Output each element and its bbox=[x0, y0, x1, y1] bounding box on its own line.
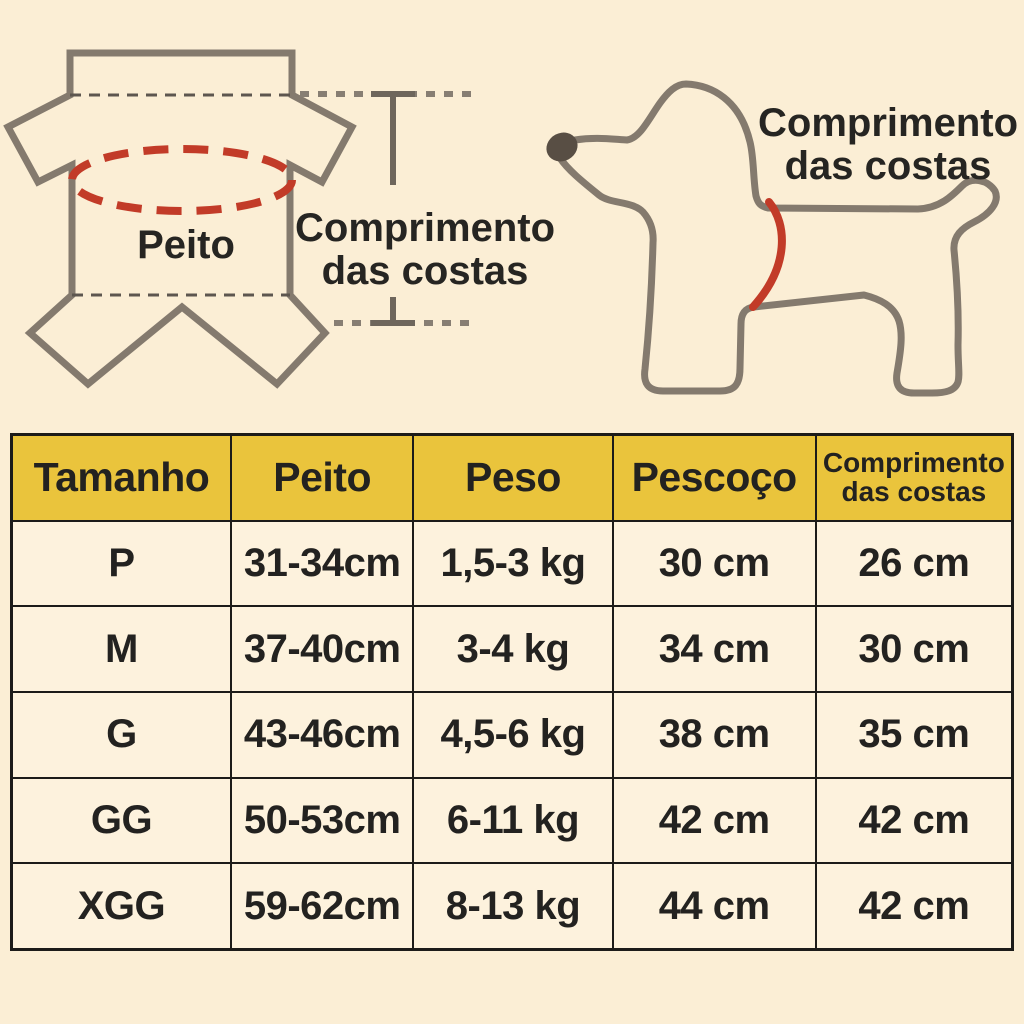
row-gg-weight: 6-11 kg bbox=[414, 778, 612, 863]
dog-chest-measure-line bbox=[749, 198, 786, 311]
measurement-diagrams: Peito Comprimento das costas Comprimento… bbox=[3, 49, 1018, 397]
row-xgg-neck: 44 cm bbox=[613, 864, 815, 948]
row-gg-neck: 42 cm bbox=[613, 778, 815, 863]
dog-outline-icon bbox=[556, 80, 1000, 397]
dog-diagram: Comprimento das costas bbox=[546, 80, 1018, 397]
row-p-weight: 1,5-3 kg bbox=[414, 521, 612, 606]
garment-diagram: Peito Comprimento das costas bbox=[3, 49, 555, 389]
row-gg-chest: 50-53cm bbox=[231, 778, 413, 863]
back-length-label-line2: das costas bbox=[322, 249, 529, 293]
row-m-chest: 37-40cm bbox=[231, 607, 413, 691]
size-table: Tamanho Peito Peso Pescoço Comprimento d… bbox=[10, 433, 1014, 951]
row-m-weight: 3-4 kg bbox=[414, 607, 612, 691]
row-xgg-back: 42 cm bbox=[816, 864, 1011, 948]
row-g-size: G bbox=[13, 692, 230, 777]
garment-outline-icon bbox=[3, 49, 357, 389]
row-g-neck: 38 cm bbox=[613, 692, 815, 777]
back-length-bracket bbox=[300, 91, 475, 326]
row-gg-size: GG bbox=[13, 778, 230, 863]
row-m-neck: 34 cm bbox=[613, 607, 815, 691]
row-xgg-size: XGG bbox=[13, 864, 230, 948]
header-peito: Peito bbox=[231, 436, 413, 520]
row-gg-back: 42 cm bbox=[816, 778, 1011, 863]
row-g-weight: 4,5-6 kg bbox=[414, 692, 612, 777]
dog-back-length-label-line1: Comprimento bbox=[758, 101, 1018, 145]
row-m-back: 30 cm bbox=[816, 607, 1011, 691]
row-p-neck: 30 cm bbox=[613, 521, 815, 606]
dog-nose-icon bbox=[546, 132, 578, 162]
back-length-label-line1: Comprimento bbox=[295, 206, 555, 250]
header-comprimento-das-costas: Comprimento das costas bbox=[816, 436, 1011, 520]
row-p-chest: 31-34cm bbox=[231, 521, 413, 606]
chest-label: Peito bbox=[137, 223, 235, 267]
header-tamanho: Tamanho bbox=[13, 436, 230, 520]
dog-back-length-label-line2: das costas bbox=[785, 144, 992, 188]
row-xgg-weight: 8-13 kg bbox=[414, 864, 612, 948]
row-xgg-chest: 59-62cm bbox=[231, 864, 413, 948]
row-m-size: M bbox=[13, 607, 230, 691]
row-g-chest: 43-46cm bbox=[231, 692, 413, 777]
header-pescoco: Pescoço bbox=[613, 436, 815, 520]
row-p-back: 26 cm bbox=[816, 521, 1011, 606]
header-peso: Peso bbox=[414, 436, 612, 520]
row-g-back: 35 cm bbox=[816, 692, 1011, 777]
row-p-size: P bbox=[13, 521, 230, 606]
chest-measure-ellipse bbox=[68, 145, 296, 215]
